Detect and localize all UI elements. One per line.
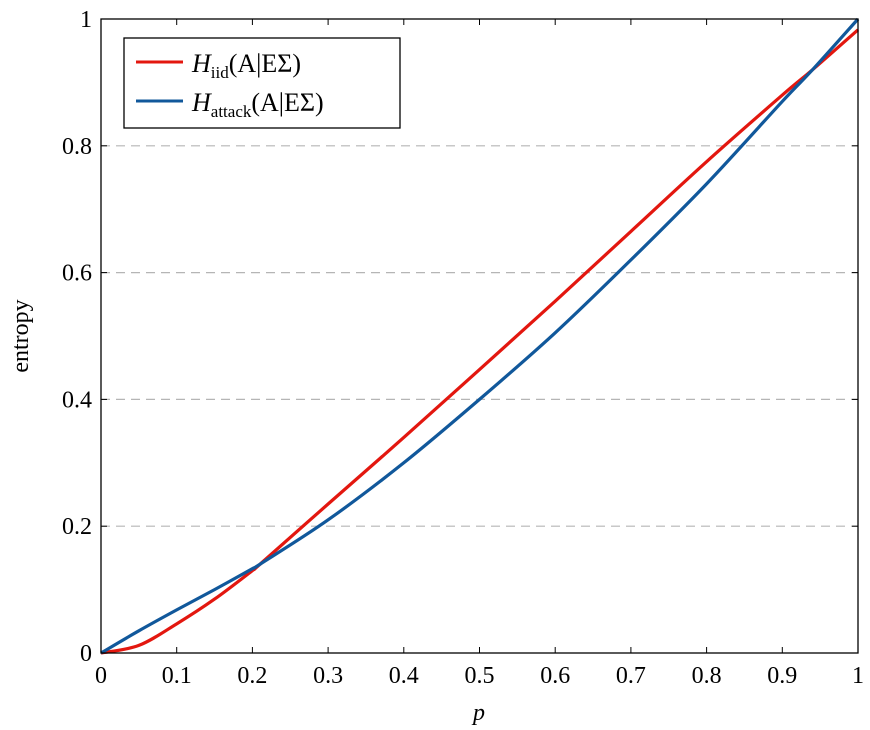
y-tick-label: 1 [80,7,92,33]
legend: Hiid(A|EΣ) Hattack(A|EΣ) [123,37,401,129]
series-line-attack [100,17,860,655]
legend-rest: (A|EΣ) [251,88,323,117]
legend-label-iid: Hiid(A|EΣ) [191,49,301,82]
legend-label-attack: Hattack(A|EΣ) [191,88,324,121]
grid-lines [101,145,858,527]
legend-sub: iid [211,63,229,82]
x-axis-label: p [471,700,485,726]
series-line-iid [100,28,860,655]
x-tick-label: 0.1 [162,663,192,689]
y-tick-label: 0.8 [62,134,92,160]
legend-sub: attack [211,102,252,121]
series-lines [100,17,860,655]
y-tick-label: 0.4 [62,387,92,413]
x-tick-label: 0.6 [540,663,570,689]
x-tick-label: 0.9 [767,663,797,689]
y-tick-label: 0.6 [62,261,92,287]
y-axis-label: entropy [8,299,34,372]
y-tick-label: 0 [80,641,92,667]
x-tick-label: 0.2 [237,663,267,689]
x-tick-label: 0 [95,663,107,689]
x-tick-label: 0.5 [465,663,495,689]
legend-main: H [191,49,212,78]
x-tick-label: 0.8 [692,663,722,689]
legend-rest: (A|EΣ) [229,49,301,78]
axis-ticks: 0 0.2 0.4 0.6 0.8 1 0 0.1 0.2 0.3 0.4 0.5 0.6 0.7 0.8 0… [62,7,864,689]
x-tick-label: 0.4 [389,663,419,689]
legend-main: H [191,88,212,117]
legend-box [123,37,401,129]
y-tick-label: 0.2 [62,514,92,540]
x-tick-label: 0.3 [313,663,343,689]
x-tick-label: 1 [852,663,864,689]
x-tick-label: 0.7 [616,663,646,689]
